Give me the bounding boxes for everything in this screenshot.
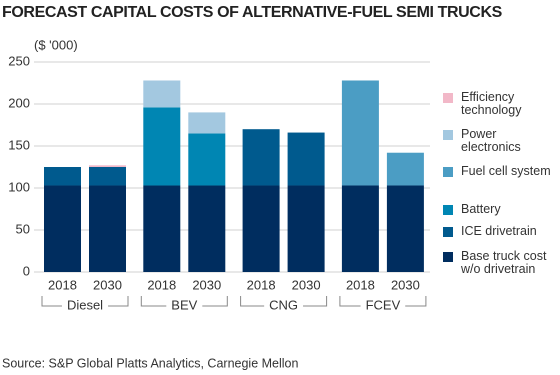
y-tick-label: 250: [8, 53, 30, 68]
legend-swatch: [443, 227, 453, 237]
y-tick-label: 200: [8, 95, 30, 110]
bar-segment: [44, 167, 81, 186]
x-tick-label: 2030: [292, 277, 321, 292]
legend-label: ICE drivetrain: [461, 224, 537, 238]
legend-label: Efficiency technology: [461, 90, 522, 117]
x-tick-label: 2018: [247, 277, 276, 292]
legend-swatch: [443, 93, 453, 103]
y-tick-label: 150: [8, 137, 30, 152]
legend-item: Power electronics: [443, 128, 558, 154]
legend-swatch: [443, 130, 453, 140]
group-label: Diesel: [67, 297, 103, 312]
y-tick-label: 50: [16, 221, 30, 236]
y-axis-label: ($ '000): [34, 37, 78, 52]
y-tick-label: 0: [23, 263, 30, 278]
group-label: FCEV: [366, 297, 401, 312]
legend-item: Battery: [443, 203, 558, 216]
legend-swatch: [443, 252, 453, 262]
group-label: CNG: [269, 297, 298, 312]
bar-segment: [89, 165, 126, 167]
bar-segment: [143, 80, 181, 108]
group-bracket: [240, 296, 328, 307]
legend-label: Fuel cell system: [461, 164, 551, 178]
bar-segment: [44, 185, 81, 272]
bar-segment: [188, 112, 226, 134]
group-label: BEV: [171, 297, 197, 312]
bar-segment: [341, 80, 379, 186]
y-tick-label: 100: [8, 179, 30, 194]
bar-segment: [143, 107, 181, 186]
bar-segment: [188, 185, 226, 272]
legend-label: Power electronics: [461, 127, 521, 154]
bar-segment: [287, 185, 325, 272]
x-tick-label: 2030: [93, 277, 122, 292]
x-tick-label: 2018: [48, 277, 77, 292]
source: Source: S&P Global Platts Analytics, Car…: [2, 356, 298, 370]
legend-label: Battery: [461, 202, 501, 216]
legend-swatch: [443, 167, 453, 177]
legend-item: ICE drivetrain: [443, 225, 558, 238]
group-bracket: [140, 296, 228, 307]
bar-segment: [341, 185, 379, 272]
bar-segment: [386, 185, 424, 272]
legend-item: Base truck cost w/o drivetrain: [443, 250, 558, 276]
legend-swatch: [443, 205, 453, 215]
bar-segment: [89, 167, 126, 186]
bar-segment: [242, 185, 280, 272]
group-bracket: [41, 296, 129, 307]
legend-item: Fuel cell system: [443, 165, 558, 178]
bar-segment: [188, 133, 226, 186]
bar-segment: [242, 129, 280, 186]
chart-title: FORECAST CAPITAL COSTS OF ALTERNATIVE-FU…: [2, 4, 503, 21]
x-tick-label: 2030: [192, 277, 221, 292]
legend-item: Efficiency technology: [443, 91, 558, 117]
bar-segment: [89, 185, 126, 272]
x-tick-label: 2018: [346, 277, 375, 292]
bar-segment: [287, 132, 325, 186]
x-tick-label: 2018: [147, 277, 176, 292]
x-tick-label: 2030: [391, 277, 420, 292]
bar-segment: [143, 185, 181, 272]
group-bracket: [339, 296, 427, 307]
legend-label: Base truck cost w/o drivetrain: [461, 249, 547, 276]
bar-segment: [386, 152, 424, 186]
